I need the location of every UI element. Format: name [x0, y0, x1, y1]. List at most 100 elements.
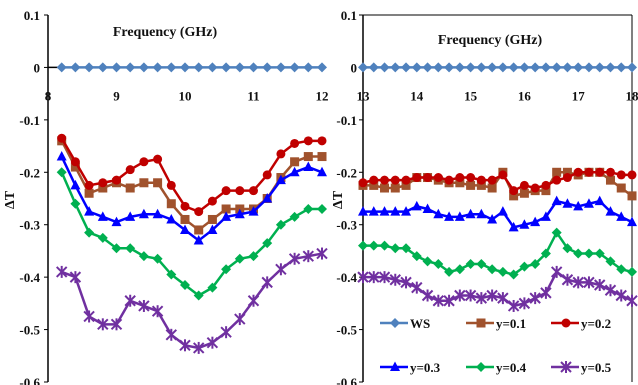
data-point: [206, 336, 219, 349]
x-tick-label: 18: [626, 88, 638, 103]
data-point: [378, 271, 391, 284]
data-point: [124, 294, 136, 307]
data-point: [401, 243, 412, 254]
data-point: [518, 297, 531, 310]
data-point: [530, 216, 541, 227]
data-point: [465, 62, 476, 73]
y-tick-label: -0.2: [336, 165, 357, 180]
data-point: [540, 248, 551, 259]
data-point: [138, 299, 150, 312]
data-point: [303, 136, 313, 146]
data-point: [139, 178, 149, 188]
data-point: [70, 179, 81, 190]
axis-title: Frequency (GHz): [113, 25, 218, 40]
y-tick-label: -0.2: [19, 165, 40, 180]
data-point: [390, 62, 401, 73]
data-point: [454, 264, 465, 275]
data-point: [497, 292, 509, 305]
data-point: [541, 180, 551, 190]
data-point: [152, 62, 163, 73]
data-point: [358, 206, 368, 216]
data-point: [466, 180, 476, 190]
data-point: [369, 180, 379, 190]
data-point: [357, 271, 369, 284]
data-point: [627, 62, 637, 73]
data-point: [220, 326, 232, 339]
data-point: [152, 208, 163, 219]
data-point: [288, 252, 301, 265]
data-point: [249, 186, 258, 196]
data-point: [97, 318, 109, 331]
data-point: [444, 211, 455, 221]
data-point: [390, 183, 400, 193]
data-point: [595, 167, 605, 177]
data-point: [70, 162, 80, 172]
data-point: [138, 62, 149, 73]
data-point: [401, 180, 411, 190]
data-point: [562, 198, 573, 208]
data-point: [401, 206, 412, 216]
data-point: [551, 227, 562, 238]
data-point: [194, 207, 204, 217]
data-point: [390, 243, 401, 254]
legend-item-y=0.1: y=0.1: [466, 316, 526, 331]
data-point: [529, 292, 541, 305]
data-point: [627, 266, 637, 277]
data-point: [605, 175, 615, 185]
data-point: [84, 180, 94, 190]
data-point: [433, 173, 443, 183]
data-point: [390, 175, 400, 185]
data-point: [368, 62, 379, 73]
data-point: [561, 273, 574, 286]
data-point: [70, 198, 81, 209]
legend-label: y=0.3: [410, 360, 441, 375]
legend-label: WS: [410, 316, 430, 331]
data-point: [221, 211, 232, 221]
data-point: [379, 62, 390, 73]
data-point: [411, 200, 422, 211]
data-point: [551, 62, 562, 73]
data-point: [151, 305, 164, 318]
data-point: [290, 138, 300, 148]
data-point: [369, 175, 379, 185]
data-point: [605, 256, 616, 267]
data-point: [412, 173, 422, 183]
x-tick-label: 16: [518, 88, 532, 103]
y-tick-label: 0: [34, 60, 41, 75]
data-point: [125, 62, 136, 73]
data-point: [221, 186, 231, 196]
data-point: [111, 243, 122, 254]
x-tick-label: 17: [572, 88, 586, 103]
data-point: [358, 240, 368, 251]
data-point: [261, 276, 273, 289]
data-point: [275, 219, 286, 230]
data-point: [508, 269, 519, 280]
data-point: [476, 208, 487, 219]
data-point: [180, 214, 190, 224]
data-point: [411, 281, 423, 294]
data-point: [180, 201, 190, 211]
data-point: [562, 173, 572, 183]
data-point: [497, 266, 508, 277]
legend-marker: [560, 361, 572, 373]
data-point: [125, 183, 135, 193]
data-point: [465, 259, 476, 270]
data-point: [508, 221, 519, 232]
data-point: [317, 152, 327, 162]
legend-marker: [561, 318, 571, 328]
legend-label: y=0.4: [496, 360, 527, 375]
series-y=0.3: [358, 195, 637, 232]
data-point: [519, 261, 530, 272]
x-tick-label: 12: [316, 88, 329, 103]
data-point: [248, 206, 259, 216]
data-point: [454, 62, 465, 73]
data-point: [627, 191, 637, 201]
data-point: [317, 62, 327, 73]
y-tick-label: -0.4: [336, 270, 357, 285]
data-point: [487, 62, 498, 73]
data-point: [289, 62, 300, 73]
data-point: [125, 165, 135, 175]
data-point: [235, 186, 245, 196]
data-point: [262, 238, 273, 249]
chart-panel-2: 0.1 0 -0.1 -0.2 -0.3 -0.4 -0.5 -0.6 13 14 15 16 17 18…: [331, 8, 638, 385]
